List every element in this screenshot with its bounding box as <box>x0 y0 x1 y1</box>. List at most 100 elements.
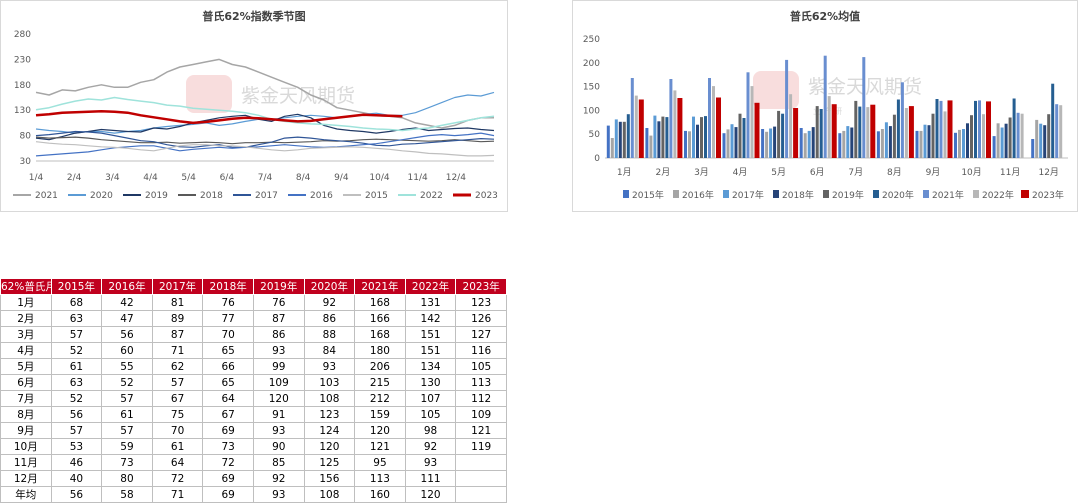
legend-label-2023年: 2023年 <box>1032 189 1064 201</box>
bar-2015年-4月 <box>722 133 726 158</box>
legend-label-2019: 2019 <box>145 191 168 201</box>
bar-2015年-11月 <box>992 136 996 158</box>
x-tick-label: 2月 <box>656 167 671 178</box>
value-cell: 156 <box>303 470 356 487</box>
x-tick-label: 3月 <box>694 167 709 178</box>
value-cell: 107 <box>404 390 457 407</box>
value-cell: 56 <box>50 406 103 423</box>
bar-2020年-9月 <box>935 99 939 158</box>
seasonal-line-chart: 普氏62%指数季节图 紫金天风期货 30 80 130 180 230 280 1/4 2/4… <box>0 0 508 212</box>
value-cell: 151 <box>404 326 457 343</box>
bar-2016年-10月 <box>958 129 961 158</box>
table-header-year: 2022年 <box>404 278 457 295</box>
x-tick-label: 12月 <box>1038 167 1058 178</box>
bar-2016年-1月 <box>610 138 614 158</box>
bar-2020年-1月 <box>626 114 630 158</box>
bar-2016年-8月 <box>880 129 884 158</box>
row-label-cell: 12月 <box>0 470 52 487</box>
legend-label-2018: 2018 <box>200 191 223 201</box>
bar-2019年-10月 <box>970 115 973 158</box>
value-cell: 103 <box>303 374 356 391</box>
bar-2019年-11月 <box>1008 117 1012 158</box>
value-cell: 91 <box>252 406 305 423</box>
bar-2015年-7月 <box>838 133 842 158</box>
value-cell: 168 <box>354 326 406 343</box>
value-cell: 52 <box>50 342 103 359</box>
bar-2020年-5月 <box>781 113 785 158</box>
y-tick-label: 180 <box>14 81 31 91</box>
x-tick-label: 4月 <box>733 167 748 178</box>
bar-chart-svg: 普氏62%均值 紫金天风期货 立 产 研 0 50 100 150 200 250 1月 2月… <box>583 9 1068 201</box>
value-cell: 95 <box>354 454 406 471</box>
value-cell: 180 <box>354 342 406 359</box>
bar-2018年-6月 <box>811 127 815 158</box>
bar-2021年-9月 <box>939 100 943 158</box>
watermark-subtext: 立 产 研 <box>813 106 842 116</box>
monthly-average-table: 62%普氏月均2015年2016年2017年2018年2019年2020年202… <box>0 278 507 503</box>
value-cell: 121 <box>354 438 406 455</box>
bar-2017年-6月 <box>807 130 811 158</box>
x-tick-label: 7月 <box>848 167 863 178</box>
value-cell: 142 <box>404 310 457 327</box>
value-cell: 123 <box>455 294 507 311</box>
x-tick-label: 8月 <box>887 167 902 178</box>
bar-2023年-7月 <box>870 104 876 158</box>
bar-2017年-7月 <box>846 126 850 158</box>
bar-2019年-5月 <box>777 110 781 158</box>
value-cell: 87 <box>151 326 204 343</box>
value-cell: 166 <box>354 310 406 327</box>
watermark-left: 紫金天风期货 <box>186 75 355 113</box>
x-tick-label: 2/4 <box>67 173 82 183</box>
value-cell: 113 <box>455 374 507 391</box>
value-cell: 57 <box>151 374 204 391</box>
value-cell: 105 <box>404 406 457 423</box>
value-cell: 46 <box>50 454 103 471</box>
x-tick-label: 1/4 <box>29 173 44 183</box>
bar-2022年-10月 <box>982 114 985 158</box>
value-cell: 84 <box>303 342 356 359</box>
value-cell: 92 <box>252 470 305 487</box>
bar-2020年-3月 <box>704 116 707 158</box>
legend-label-2017年: 2017年 <box>732 189 764 201</box>
bar-2022年-11月 <box>1020 113 1024 158</box>
legend-label-2023: 2023 <box>475 191 498 201</box>
legend-label-2015年: 2015年 <box>632 189 664 201</box>
value-cell: 88 <box>303 326 356 343</box>
value-cell: 72 <box>202 454 254 471</box>
bar-2019年-3月 <box>700 117 703 158</box>
value-cell: 75 <box>151 406 204 423</box>
value-cell: 64 <box>202 390 254 407</box>
value-cell: 65 <box>202 374 254 391</box>
value-cell: 72 <box>151 470 204 487</box>
value-cell: 66 <box>202 358 254 375</box>
value-cell: 92 <box>404 438 457 455</box>
value-cell: 76 <box>202 294 254 311</box>
bar-2020年-2月 <box>665 117 669 158</box>
bar-2016年-11月 <box>996 123 1000 158</box>
value-cell: 73 <box>101 454 153 471</box>
bar-2021年-4月 <box>746 72 750 158</box>
bar-2016年-2月 <box>649 135 653 158</box>
bar-2018年-5月 <box>773 126 777 158</box>
table-row: 11月 46 73 64 72 85 125 95 93 <box>0 454 507 471</box>
value-cell: 67 <box>151 390 204 407</box>
bar-2020年-10月 <box>974 100 977 158</box>
x-tick-label: 5月 <box>771 167 786 178</box>
table-row: 5月 61 55 62 66 99 93 206 134 105 <box>0 358 507 375</box>
legend-swatch-2018年 <box>773 190 779 198</box>
bar-2015年-10月 <box>954 132 957 158</box>
table-header-year: 2015年 <box>50 278 103 295</box>
row-label-cell: 7月 <box>0 390 52 407</box>
value-cell: 87 <box>252 310 305 327</box>
series-line-2023 <box>35 109 403 125</box>
bar-2021年-2月 <box>669 79 673 158</box>
bar-2017年-1月 <box>614 119 618 158</box>
bar-2019年-2月 <box>661 116 665 158</box>
legend-label-2020: 2020 <box>90 191 113 201</box>
bar-2023年-1月 <box>638 99 644 158</box>
legend-label-2018年: 2018年 <box>782 189 814 201</box>
bar-2018年-8月 <box>888 126 892 158</box>
bar-2018年-9月 <box>927 125 931 158</box>
bar-2015年-5月 <box>761 129 765 158</box>
table-header-year: 2016年 <box>101 278 153 295</box>
